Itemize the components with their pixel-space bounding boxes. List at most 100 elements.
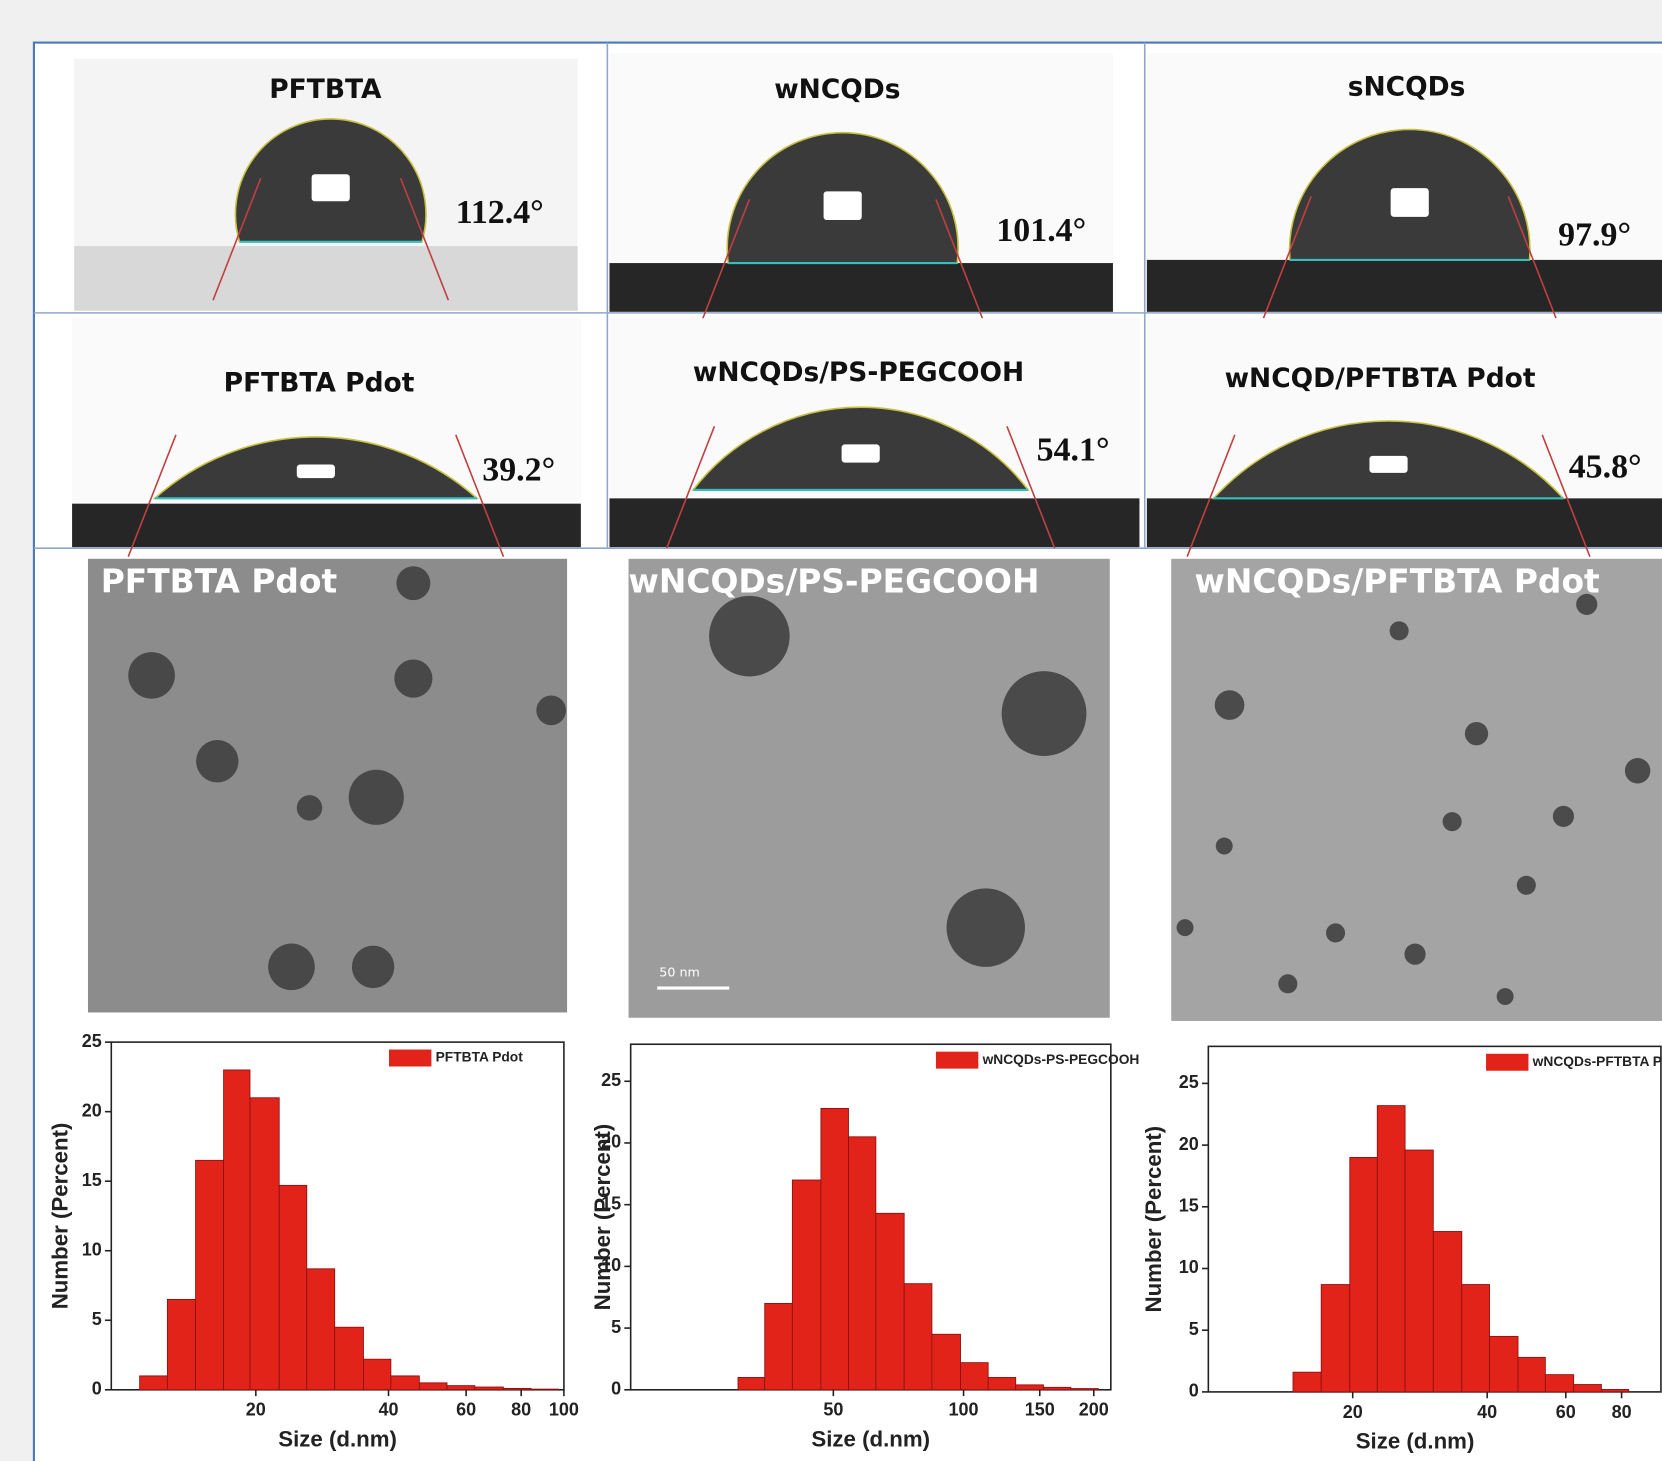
legend-swatch bbox=[1486, 1054, 1528, 1071]
x-axis-label: Size (d.nm) bbox=[811, 1427, 930, 1452]
bar bbox=[335, 1327, 364, 1390]
y-tick-label: 5 bbox=[1189, 1319, 1199, 1339]
bar bbox=[307, 1269, 335, 1390]
legend-label: wNCQDs-PFTBTA Pdot bbox=[1532, 1054, 1662, 1069]
contact-angle: 39.2° bbox=[482, 452, 555, 489]
tem-label: wNCQDs/PFTBTA Pdot bbox=[1195, 563, 1600, 601]
x-tick-label: 20 bbox=[246, 1400, 266, 1420]
nanoparticle bbox=[536, 696, 566, 726]
droplet-highlight bbox=[842, 444, 880, 462]
x-tick-label: 20 bbox=[1343, 1402, 1363, 1422]
bar bbox=[391, 1376, 419, 1390]
bar bbox=[1321, 1285, 1350, 1392]
bar bbox=[503, 1388, 531, 1389]
x-tick-label: 40 bbox=[1477, 1402, 1497, 1422]
x-tick-label: 60 bbox=[456, 1400, 476, 1420]
tem-image bbox=[629, 559, 1110, 1018]
x-tick-label: 40 bbox=[378, 1400, 398, 1420]
bar bbox=[196, 1160, 224, 1389]
bar bbox=[792, 1180, 821, 1390]
contact-angle: 101.4° bbox=[996, 212, 1086, 249]
bar bbox=[1377, 1106, 1405, 1392]
x-tick-label: 60 bbox=[1556, 1402, 1576, 1422]
bar bbox=[475, 1387, 504, 1390]
x-axis-label: Size (d.nm) bbox=[1356, 1429, 1475, 1454]
bar bbox=[167, 1299, 195, 1389]
nanoparticle bbox=[1390, 621, 1409, 640]
bar bbox=[140, 1376, 168, 1390]
droplet-highlight bbox=[297, 465, 335, 479]
y-tick-label: 10 bbox=[82, 1239, 102, 1259]
x-tick-label: 150 bbox=[1025, 1400, 1055, 1420]
substrate bbox=[609, 263, 1112, 312]
droplet-highlight bbox=[1391, 188, 1429, 217]
legend-label: wNCQDs-PS-PEGCOOH bbox=[982, 1052, 1140, 1067]
y-tick-label: 0 bbox=[611, 1379, 621, 1399]
bar bbox=[1433, 1231, 1462, 1391]
contact-angle: 97.9° bbox=[1558, 216, 1631, 253]
legend-swatch bbox=[389, 1050, 431, 1067]
bar bbox=[1043, 1387, 1070, 1389]
bar bbox=[738, 1377, 765, 1389]
bar bbox=[447, 1386, 475, 1390]
nanoparticle bbox=[709, 596, 790, 677]
nanoparticle bbox=[196, 740, 238, 782]
contact-angle: 112.4° bbox=[456, 194, 544, 231]
y-tick-label: 10 bbox=[1179, 1257, 1199, 1277]
x-tick-label: 100 bbox=[549, 1400, 579, 1420]
bar bbox=[419, 1383, 447, 1390]
nanoparticle bbox=[128, 652, 175, 699]
y-tick-label: 5 bbox=[92, 1309, 102, 1329]
y-tick-label: 0 bbox=[1189, 1381, 1199, 1401]
histogram-chart: wNCQDs-PFTBTA Pdot051015202520406080Size… bbox=[1141, 1046, 1662, 1453]
nanoparticle bbox=[1002, 671, 1087, 756]
substrate bbox=[1147, 498, 1662, 547]
bar bbox=[1574, 1385, 1602, 1392]
bar bbox=[821, 1108, 849, 1389]
bar bbox=[904, 1284, 932, 1390]
nanoparticle bbox=[349, 770, 404, 825]
tem-label: wNCQDs/PS-PEGCOOH bbox=[629, 563, 1040, 601]
x-tick-label: 100 bbox=[949, 1400, 979, 1420]
bar bbox=[279, 1185, 307, 1389]
bar bbox=[1601, 1389, 1628, 1391]
x-tick-label: 80 bbox=[1612, 1402, 1632, 1422]
nanoparticle bbox=[1177, 919, 1194, 936]
substrate bbox=[74, 246, 577, 311]
nanoparticle bbox=[1216, 838, 1233, 855]
y-tick-label: 25 bbox=[601, 1070, 621, 1090]
substrate bbox=[609, 498, 1139, 547]
bar bbox=[765, 1303, 793, 1389]
bar bbox=[876, 1213, 904, 1389]
nanoparticle bbox=[1517, 876, 1536, 895]
legend-label: PFTBTA Pdot bbox=[436, 1050, 524, 1065]
panel-title: sNCQDs bbox=[1348, 72, 1466, 103]
bar bbox=[1071, 1389, 1099, 1390]
panel-title: wNCQDs bbox=[774, 74, 900, 105]
bar bbox=[1462, 1285, 1490, 1392]
y-axis-label: Number (Percent) bbox=[590, 1124, 615, 1311]
bar bbox=[932, 1334, 961, 1390]
droplet-highlight bbox=[1369, 456, 1407, 473]
nanoparticle bbox=[268, 944, 315, 991]
page: { "contact_angle": { "panels": [ {"title… bbox=[0, 0, 1662, 1461]
bar bbox=[961, 1363, 989, 1390]
nanoparticle bbox=[297, 795, 322, 820]
nanoparticle bbox=[1497, 988, 1514, 1005]
contact-angle: 54.1° bbox=[1037, 432, 1110, 469]
bar bbox=[250, 1098, 279, 1390]
content: PFTBTA112.4°wNCQDs101.4°sNCQDs97.9°PFTBT… bbox=[47, 53, 1662, 1453]
bar bbox=[1405, 1150, 1433, 1392]
bar bbox=[988, 1377, 1016, 1389]
y-tick-label: 20 bbox=[1179, 1134, 1199, 1154]
panel-title: wNCQDs/PS-PEGCOOH bbox=[693, 357, 1024, 388]
y-tick-label: 0 bbox=[92, 1379, 102, 1399]
nanoparticle bbox=[1553, 806, 1574, 827]
figure: PFTBTA112.4°wNCQDs101.4°sNCQDs97.9°PFTBT… bbox=[0, 0, 1662, 1461]
droplet-highlight bbox=[824, 191, 862, 220]
legend-swatch bbox=[936, 1052, 978, 1069]
histogram-chart: wNCQDs-PS-PEGCOOH051015202550100150200Si… bbox=[590, 1044, 1139, 1451]
panel-title: PFTBTA Pdot bbox=[224, 367, 415, 398]
nanoparticle bbox=[947, 888, 1025, 966]
droplet-highlight bbox=[312, 174, 350, 201]
